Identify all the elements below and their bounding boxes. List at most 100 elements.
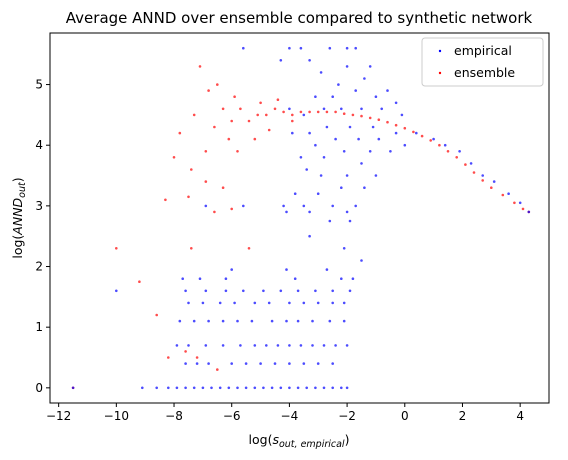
empirical-point [377,137,381,141]
empirical-points [71,46,531,390]
ensemble-point [342,112,346,115]
empirical-point [224,277,228,281]
y-tick-label: 2 [35,260,43,274]
ensemble-point [204,150,208,153]
ensemble-point [291,119,294,123]
empirical-point [345,210,349,214]
x-axis-label: log(sout, empirical) [249,432,350,450]
ensemble-point [282,110,285,114]
empirical-point [345,46,349,50]
ensemble-point [172,156,176,159]
ensemble-point [253,137,257,141]
ensemble-point [513,201,516,205]
empirical-point [282,204,285,208]
ensemble-point [351,113,355,117]
empirical-point [265,344,268,347]
empirical-point [267,301,271,305]
empirical-point [288,386,291,390]
empirical-point [244,386,248,390]
empirical-point [322,156,326,159]
ensemble-point [198,65,202,68]
empirical-point [316,362,320,365]
ensemble-point [308,110,311,114]
empirical-point [302,301,306,305]
ensemble-point [239,107,242,111]
empirical-point [302,204,306,208]
empirical-point [207,362,210,365]
legend-marker-empirical [438,49,442,53]
ensemble-point [192,113,196,117]
empirical-point [253,301,257,305]
ensemble-point [438,143,441,147]
empirical-point [354,46,358,50]
empirical-point [400,113,404,117]
empirical-point [481,174,485,177]
legend-marker-ensemble [438,71,442,75]
empirical-point [262,289,265,293]
empirical-point [184,289,187,293]
empirical-point [432,137,435,141]
empirical-point [443,143,447,147]
empirical-point [167,386,170,390]
empirical-point [507,192,510,195]
empirical-point [244,362,248,365]
ensemble-point [360,114,363,118]
empirical-point [368,65,372,68]
empirical-point [527,210,531,214]
empirical-point [340,107,343,111]
empirical-point [230,268,233,271]
empirical-point [236,386,239,390]
empirical-point [374,174,378,177]
empirical-point [345,344,349,347]
y-tick-label: 1 [35,320,43,334]
ensemble-point [521,207,525,211]
ensemble-point [299,110,303,114]
empirical-point [314,386,317,390]
ensemble-point [213,210,216,214]
empirical-point [221,319,225,323]
empirical-point [458,150,461,153]
ensemble-point [273,107,277,111]
empirical-point [345,174,349,177]
empirical-point [299,344,303,347]
empirical-point [195,362,199,365]
empirical-point [288,301,291,305]
empirical-point [71,386,75,390]
ensemble-point [412,130,415,134]
ensemble-point [138,280,141,284]
y-tick-label: 4 [35,138,43,152]
empirical-point [239,344,242,347]
empirical-point [316,301,320,305]
ensemble-point [325,110,329,114]
empirical-point [319,71,323,74]
empirical-point [374,95,378,98]
x-tick-label: −6 [223,409,241,423]
empirical-point [288,362,291,365]
ensemble-point [227,137,231,141]
ensemble-point [190,168,193,171]
empirical-point [273,362,277,365]
ensemble-point [472,171,476,174]
ensemble-point [213,125,216,129]
ensemble-point [291,113,294,117]
empirical-point [210,386,213,390]
empirical-point [345,386,349,390]
ensemble-point [167,356,170,359]
empirical-point [155,386,158,390]
empirical-point [299,156,303,159]
empirical-point [305,386,309,390]
y-tick-label: 3 [35,199,43,213]
empirical-point [363,77,366,80]
empirical-point [322,107,326,111]
empirical-point [187,301,190,305]
empirical-point [233,301,236,305]
empirical-point [285,268,288,271]
ensemble-point [429,139,433,142]
ensemble-point [334,110,337,114]
ensemble-point [230,207,233,211]
x-axis-ticks: −12 −10 −8 −6 −4 −2 0 2 4 [46,403,524,423]
empirical-point [184,362,187,365]
empirical-point [236,319,239,323]
empirical-point [270,319,274,323]
empirical-point [296,289,300,293]
